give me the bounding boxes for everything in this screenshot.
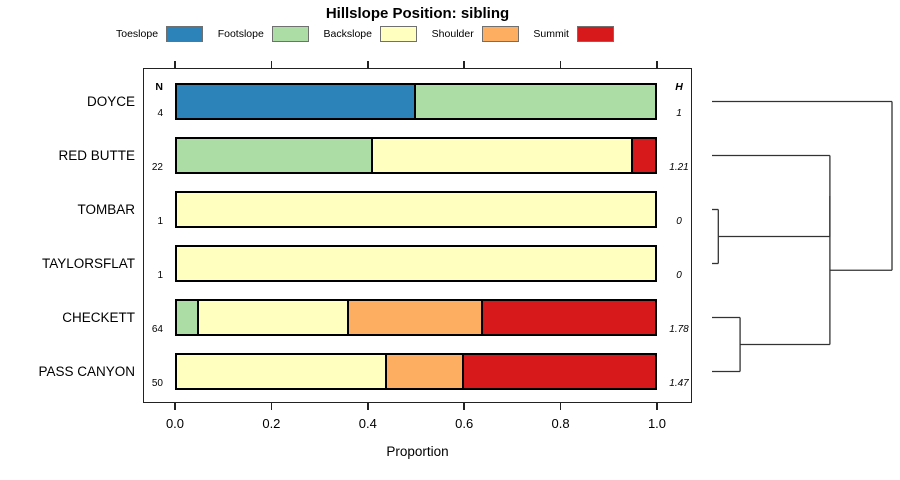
legend-item: Summit [533, 26, 614, 42]
bar-segment-backslope [177, 355, 388, 388]
row-label: DOYCE [86, 93, 135, 109]
bar-segment-footslope [177, 301, 200, 334]
legend-swatch-backslope-icon [379, 26, 417, 42]
x-tick [367, 61, 369, 68]
row-label: PASS CANYON [38, 363, 135, 379]
x-tick-label: 0.4 [358, 416, 377, 431]
x-axis-title: Proportion [386, 444, 449, 459]
n-value: 64 [151, 324, 163, 335]
legend-swatch-summit-icon [576, 26, 614, 42]
row-label: RED BUTTE [58, 147, 135, 163]
x-tick [270, 403, 273, 410]
plot-area [143, 68, 692, 403]
legend-swatch-shoulder-icon [481, 26, 519, 42]
h-value: 1.78 [669, 324, 689, 335]
bar-segment-backslope [199, 301, 349, 334]
x-tick [559, 61, 562, 68]
bar-row [175, 191, 657, 228]
bar-segment-backslope [177, 247, 655, 280]
bar-row [175, 137, 657, 174]
n-value: 1 [157, 216, 163, 227]
n-value: 22 [151, 162, 163, 173]
legend-item: Footslope [218, 26, 309, 42]
bar-segment-summit [463, 355, 655, 388]
x-tick-label: 1.0 [647, 416, 667, 431]
bar-segment-backslope [177, 193, 655, 226]
legend-label: Summit [533, 28, 569, 40]
legend: Toeslope Footslope Backslope Shoulder Summit [116, 26, 614, 42]
x-tick-label: 0.2 [262, 416, 281, 431]
bar-segment-footslope [416, 85, 655, 118]
h-column-header: H [675, 81, 683, 93]
h-value: 1.21 [669, 162, 689, 173]
bar-segment-summit [633, 139, 655, 172]
x-tick [270, 61, 273, 68]
bar-segment-toeslope [177, 85, 416, 118]
bar-row [175, 245, 657, 282]
x-tick-label: 0.0 [165, 416, 185, 431]
h-value: 1.47 [669, 378, 689, 389]
legend-item: Backslope [324, 26, 417, 42]
bar-segment-shoulder [348, 301, 483, 334]
x-tick [174, 403, 176, 410]
bar-segment-footslope [177, 139, 373, 172]
n-column-header: N [155, 81, 163, 93]
legend-label: Backslope [323, 28, 372, 40]
legend-item: Toeslope [116, 26, 204, 42]
x-tick [174, 61, 176, 68]
x-tick [463, 403, 465, 410]
bar-row [175, 83, 657, 120]
x-tick-label: 0.8 [551, 416, 570, 431]
bar-segment-summit [482, 301, 655, 334]
legend-label: Toeslope [116, 28, 159, 40]
n-value: 1 [157, 270, 163, 281]
x-tick [367, 403, 369, 410]
row-label: CHECKETT [62, 309, 135, 325]
bar-row [175, 353, 657, 390]
row-label: TAYLORSFLAT [41, 255, 135, 271]
h-value: 0 [676, 270, 682, 281]
legend-swatch-toeslope-icon [166, 26, 204, 42]
n-value: 4 [157, 108, 163, 119]
chart-title: Hillslope Position: sibling [325, 5, 510, 22]
h-value: 1 [676, 108, 682, 119]
legend-label: Footslope [217, 28, 264, 40]
x-tick [656, 403, 658, 410]
legend-swatch-footslope-icon [271, 26, 309, 42]
bar-row [175, 299, 657, 336]
n-value: 50 [151, 378, 163, 389]
x-tick-label: 0.6 [455, 416, 474, 431]
x-tick [656, 61, 658, 68]
legend-label: Shoulder [431, 28, 474, 40]
x-tick [463, 61, 465, 68]
x-tick [559, 403, 562, 410]
h-value: 0 [676, 216, 682, 227]
legend-item: Shoulder [432, 26, 519, 42]
row-label: TOMBAR [77, 201, 135, 217]
bar-segment-shoulder [387, 355, 464, 388]
bar-segment-backslope [372, 139, 634, 172]
